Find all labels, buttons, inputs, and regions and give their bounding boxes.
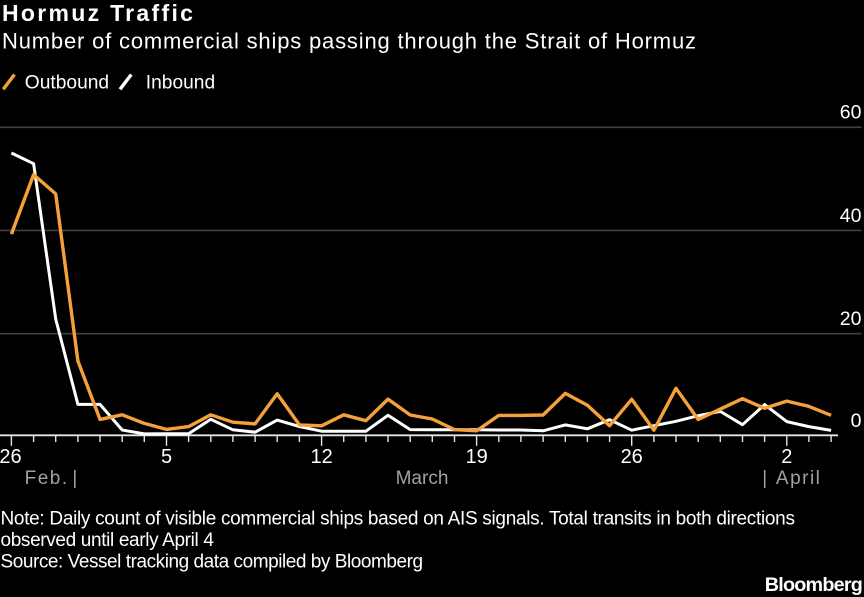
svg-text:12: 12 (310, 446, 332, 468)
svg-text:Note: Daily count of visible c: Note: Daily count of visible commercial … (1, 508, 795, 529)
svg-text:Number of commercial ships pas: Number of commercial ships passing throu… (2, 29, 697, 54)
svg-text:Feb.: Feb. (25, 468, 69, 489)
svg-text:19: 19 (465, 446, 487, 468)
svg-text:40: 40 (840, 205, 862, 227)
svg-text:Source: Vessel tracking data c: Source: Vessel tracking data compiled by… (1, 552, 423, 573)
svg-text:20: 20 (840, 308, 862, 330)
svg-text:April: April (776, 468, 822, 489)
svg-text:Inbound: Inbound (146, 72, 215, 93)
svg-text:26: 26 (621, 446, 643, 468)
svg-text:observed until early April 4: observed until early April 4 (1, 530, 215, 551)
svg-text:Outbound: Outbound (25, 72, 109, 93)
svg-text:0: 0 (851, 410, 862, 432)
svg-text:|: | (762, 468, 767, 489)
svg-text:26: 26 (0, 446, 22, 468)
svg-text:Hormuz Traffic: Hormuz Traffic (2, 0, 195, 26)
svg-text:|: | (72, 468, 77, 489)
svg-text:March: March (396, 468, 449, 489)
svg-text:Bloomberg: Bloomberg (765, 574, 862, 596)
svg-text:5: 5 (161, 446, 172, 468)
svg-text:2: 2 (781, 446, 792, 468)
svg-text:60: 60 (840, 102, 862, 124)
